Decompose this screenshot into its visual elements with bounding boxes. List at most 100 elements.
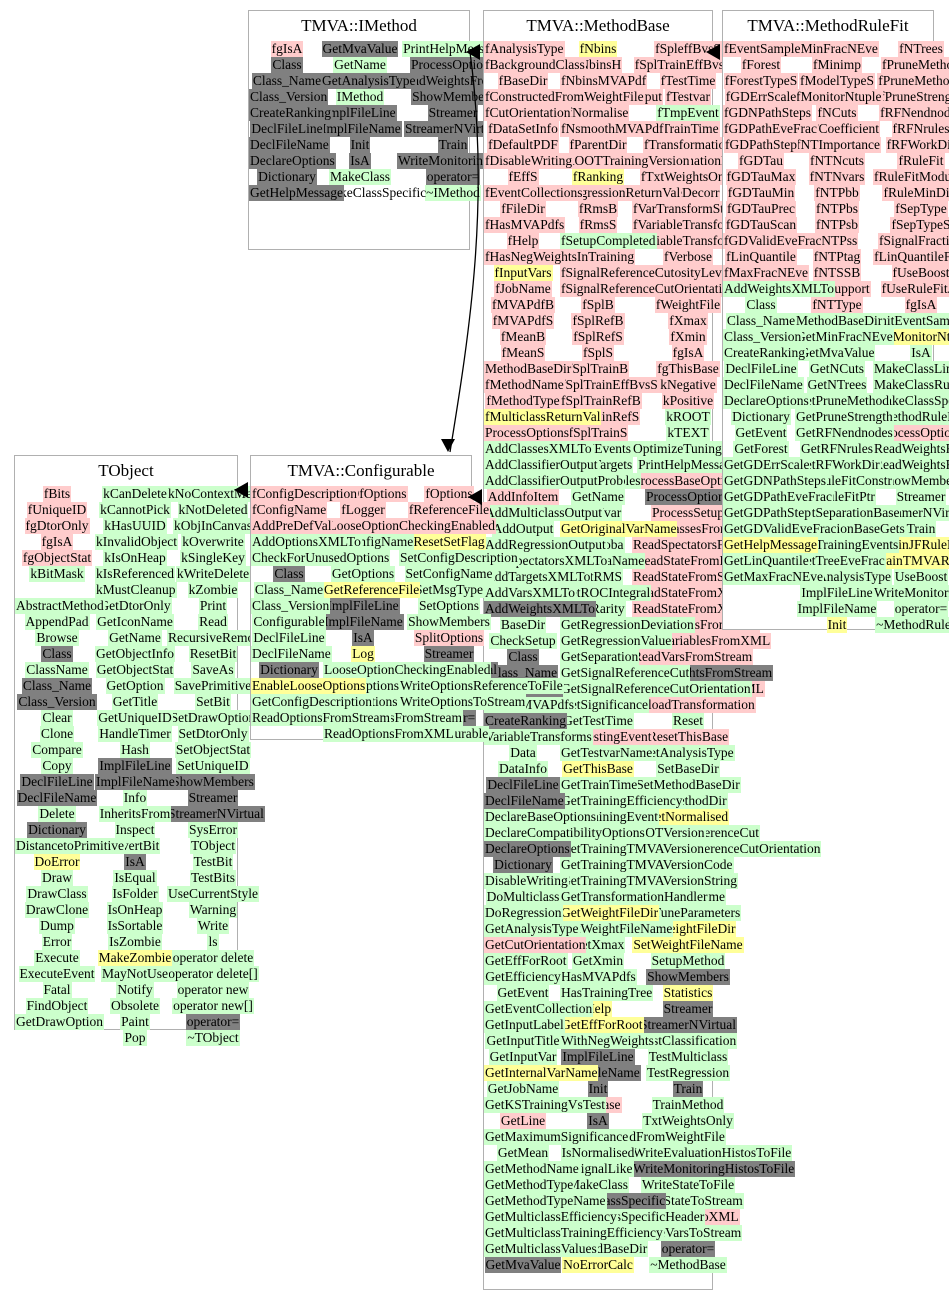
member-cell[interactable]: GetKSTrainingVsTest xyxy=(484,1097,607,1113)
member-cell[interactable]: GetTrainingTMVAVersion xyxy=(560,841,706,857)
member-cell[interactable]: WithNegWeights xyxy=(560,1033,655,1049)
member-cell[interactable]: fSplTrainRefB xyxy=(560,393,642,409)
member-cell[interactable]: VariableTransforms xyxy=(484,729,593,745)
member-cell[interactable]: MethodRuleFit xyxy=(873,409,949,425)
member-cell[interactable]: ImplFileLine xyxy=(560,1049,636,1065)
member-cell[interactable]: fMethodName xyxy=(484,377,565,393)
member-cell[interactable]: kCanDelete xyxy=(95,486,175,502)
member-cell[interactable]: GetIconName xyxy=(95,614,175,630)
member-cell[interactable]: SetNormalised xyxy=(632,809,744,825)
member-cell[interactable]: fGDTauPrec xyxy=(723,201,799,217)
member-cell[interactable]: Class_Version xyxy=(15,694,99,710)
member-cell[interactable]: Dump xyxy=(15,918,99,934)
member-cell[interactable]: DeclFileLine xyxy=(15,774,99,790)
member-cell[interactable]: GetThisBase xyxy=(560,761,636,777)
member-cell[interactable]: fNTNvars xyxy=(795,169,879,185)
member-cell[interactable]: DoError xyxy=(15,854,99,870)
member-cell[interactable]: ReadStateFromFile xyxy=(632,553,744,569)
member-cell[interactable]: IsA xyxy=(321,153,399,169)
member-cell[interactable]: SetAnalysisType xyxy=(632,745,744,761)
member-cell[interactable]: fGDValidEveFrac xyxy=(723,233,823,249)
member-cell[interactable]: AddClassifierOutput xyxy=(484,457,599,473)
member-cell[interactable]: fNbins xyxy=(560,41,636,57)
member-cell[interactable]: Class_Name xyxy=(484,665,562,681)
member-cell[interactable]: Dictionary xyxy=(484,857,562,873)
member-cell[interactable]: AbstractMethod xyxy=(15,598,105,614)
member-cell[interactable]: fNTImportance xyxy=(795,137,881,153)
member-cell[interactable]: fUseBoost xyxy=(873,265,949,281)
member-cell[interactable]: GetLine xyxy=(484,1113,562,1129)
member-cell[interactable]: GetTrainTime xyxy=(560,777,639,793)
member-cell[interactable]: Streamer xyxy=(632,1001,744,1017)
member-cell[interactable]: Class xyxy=(484,649,562,665)
member-cell[interactable]: kROOT xyxy=(632,409,744,425)
member-cell[interactable]: fgThisBase xyxy=(632,361,744,377)
member-cell[interactable]: kOverwrite xyxy=(167,534,259,550)
member-cell[interactable]: Notify xyxy=(95,982,175,998)
member-cell[interactable]: TestRegression xyxy=(632,1065,744,1081)
member-cell[interactable]: Delete xyxy=(15,806,99,822)
member-cell[interactable]: Inspect xyxy=(95,822,175,838)
member-cell[interactable]: CheckSetup xyxy=(484,633,562,649)
member-cell[interactable]: fMVAPdfB xyxy=(484,297,562,313)
member-cell[interactable]: MakeClassLinear xyxy=(873,361,949,377)
member-cell[interactable]: fVarTransformString xyxy=(632,201,747,217)
member-cell[interactable]: FindObject xyxy=(15,998,99,1014)
member-cell[interactable]: GetWeightFileDir xyxy=(560,905,660,921)
member-cell[interactable]: fHasNegWeightsInTraining xyxy=(484,249,636,265)
member-cell[interactable]: GetMaxFracNEve xyxy=(723,569,824,585)
member-cell[interactable]: kObjInCanvas xyxy=(167,518,259,534)
member-cell[interactable]: fSepType xyxy=(873,201,949,217)
member-cell[interactable]: fMinFracNEve xyxy=(795,41,879,57)
member-cell[interactable]: AddClassesXMLTo xyxy=(484,441,593,457)
member-cell[interactable]: DeclareOptions xyxy=(249,153,336,169)
member-cell[interactable]: GetPruneMethod xyxy=(795,393,890,409)
member-cell[interactable]: fUseRuleFitJF xyxy=(873,281,949,297)
member-cell[interactable]: fSplTrainEffBvsSA xyxy=(632,57,744,73)
member-cell[interactable]: fTestvar xyxy=(632,89,744,105)
member-cell[interactable]: ImplFileName xyxy=(795,601,879,617)
member-cell[interactable]: fMeanS xyxy=(484,345,562,361)
member-cell[interactable]: GetTrainingEvents xyxy=(795,537,900,553)
member-cell[interactable]: AddRegressionOutput xyxy=(484,537,607,553)
member-cell[interactable]: fReferenceFile xyxy=(399,502,499,518)
member-cell[interactable]: fNTSSB xyxy=(795,265,879,281)
member-cell[interactable]: GetMinFracNEve xyxy=(795,329,894,345)
member-cell[interactable]: ReadStateFromXML xyxy=(632,585,748,601)
member-cell[interactable]: fSplTrainB xyxy=(560,361,636,377)
member-cell[interactable]: Error xyxy=(15,934,99,950)
member-cell[interactable]: fPruneMethod xyxy=(873,57,949,73)
member-cell[interactable]: SetMsgType xyxy=(399,582,499,598)
member-cell[interactable]: fNormalise xyxy=(560,105,636,121)
member-cell[interactable]: fNTPbb xyxy=(795,185,879,201)
member-cell[interactable]: DeclFileName xyxy=(15,790,99,806)
member-cell[interactable]: GetMulticlassTrainingEfficiency xyxy=(484,1225,664,1241)
member-cell[interactable]: fNTPtag xyxy=(795,249,879,265)
member-cell[interactable]: SetOptions xyxy=(399,598,499,614)
member-cell[interactable]: TObject xyxy=(167,838,259,854)
member-cell[interactable]: kMustCleanup xyxy=(95,582,177,598)
member-cell[interactable]: kNotDeleted xyxy=(167,502,259,518)
member-cell[interactable]: fNTNcuts xyxy=(795,153,879,169)
member-cell[interactable]: ImplFileLine xyxy=(321,105,399,121)
member-cell[interactable]: UseCurrentStyle xyxy=(167,886,259,902)
member-cell[interactable]: kNegative xyxy=(632,377,744,393)
member-cell[interactable]: AppendPad xyxy=(15,614,99,630)
member-cell[interactable]: kWriteDelete xyxy=(167,566,259,582)
member-cell[interactable]: SplitOptions xyxy=(399,630,499,646)
member-cell[interactable]: GetMvaValue xyxy=(321,41,399,57)
member-cell[interactable]: fGDPathEveFrac xyxy=(723,121,818,137)
member-cell[interactable]: fgObjectStat xyxy=(15,550,99,566)
member-cell[interactable]: fGDErrScale xyxy=(723,89,799,105)
member-cell[interactable]: operator delete[] xyxy=(167,966,259,982)
member-cell[interactable]: GetMethodName xyxy=(484,1161,580,1177)
member-cell[interactable]: fBaseDir xyxy=(484,73,562,89)
member-cell[interactable]: GetAnalysisType xyxy=(484,921,580,937)
member-cell[interactable]: fgIsA xyxy=(15,534,99,550)
class-box-methodbase[interactable]: TMVA::MethodBase fSpleffBvsS fSplTrainEffB… xyxy=(483,10,822,1290)
member-cell[interactable]: GetMvaValue xyxy=(795,345,879,361)
member-cell[interactable]: MethodBaseDir xyxy=(795,313,884,329)
member-cell[interactable]: HandleTimer xyxy=(95,726,175,742)
member-cell[interactable]: DrawClass xyxy=(15,886,99,902)
member-cell[interactable]: IsA xyxy=(560,1113,636,1129)
